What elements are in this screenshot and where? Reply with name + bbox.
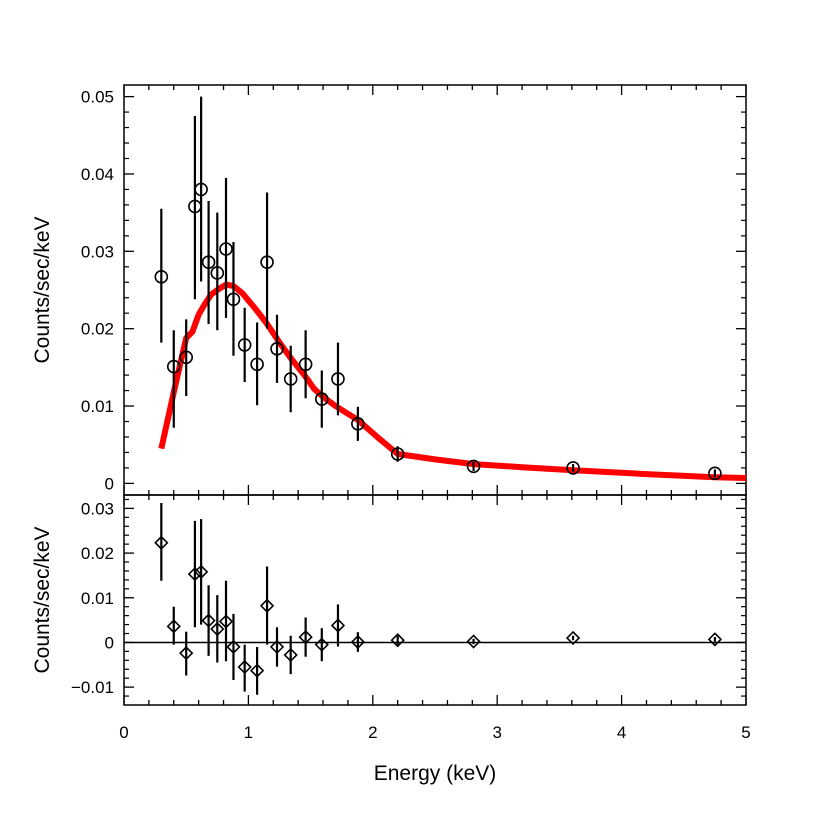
data-point-circle xyxy=(390,447,405,461)
residual-point-diamond xyxy=(210,621,225,637)
y-tick-label: 0.04 xyxy=(81,165,114,184)
residual-point-diamond xyxy=(314,637,329,652)
data-point-circle xyxy=(210,266,225,280)
data-point-circle xyxy=(237,338,252,352)
data-point-circle xyxy=(314,392,329,406)
residual-point-diamond xyxy=(226,639,241,655)
data-point-circle xyxy=(201,255,216,269)
data-point-circle xyxy=(260,255,274,269)
x-tick-label: 0 xyxy=(119,723,128,742)
top-panel: 0 0.01 0.02 0.03 0.04 0.05 Counts/sec/keV xyxy=(31,84,747,496)
x-tick-label: 2 xyxy=(368,723,377,742)
residual-point-diamond xyxy=(154,535,169,550)
bottom-panel: −0.01 0 0.01 0.02 0.03 0 1 2 3 4 5 Counts/sec/keV… xyxy=(31,494,751,785)
data-point-circle xyxy=(270,341,284,356)
data-point-circle xyxy=(226,292,241,307)
model-curve-layer xyxy=(158,281,747,481)
data-point-circle xyxy=(466,459,481,474)
x-axis-title: Energy (keV) xyxy=(374,762,497,785)
data-point-circle xyxy=(166,359,181,374)
residual-point-diamond xyxy=(259,598,275,613)
residual-point-diamond xyxy=(179,646,194,661)
x-tick-label: 5 xyxy=(741,723,750,742)
x-tick-label: 1 xyxy=(244,723,253,742)
residual-point-diamond xyxy=(350,634,366,650)
residual-point-diamond xyxy=(193,564,209,579)
residual-point-diamond xyxy=(466,634,481,649)
bottom-y-axis-title: Counts/sec/keV xyxy=(31,526,54,673)
y-tick-label: −0.01 xyxy=(71,678,114,697)
data-point-circle xyxy=(219,242,233,256)
residual-point-diamond xyxy=(201,613,216,628)
residual-point-diamond xyxy=(187,566,203,582)
data-point-circle xyxy=(331,372,345,386)
y-tick-label: 0.02 xyxy=(81,544,114,563)
data-point-circle xyxy=(250,357,264,372)
y-tick-label: 0.01 xyxy=(81,397,114,416)
x-tick-label: 4 xyxy=(617,723,626,742)
bottom-panel-ticks xyxy=(123,495,747,705)
residual-point-diamond xyxy=(298,629,313,645)
x-tick-label: 3 xyxy=(492,723,501,742)
residual-point-diamond xyxy=(390,633,405,648)
model-curve xyxy=(158,281,747,481)
bottom-y-tick-labels: −0.01 0 0.01 0.02 0.03 xyxy=(71,499,114,697)
x-tick-labels: 0 1 2 3 4 5 xyxy=(119,723,750,742)
top-y-axis-title: Counts/sec/keV xyxy=(31,216,54,363)
y-tick-label: 0.03 xyxy=(81,499,114,518)
y-tick-label: 0.02 xyxy=(81,320,114,339)
residual-data-points xyxy=(154,503,723,695)
bottom-panel-frame xyxy=(123,494,747,706)
y-tick-label: 0.05 xyxy=(81,88,114,107)
residual-point-diamond xyxy=(565,630,581,646)
residual-point-diamond xyxy=(166,619,181,634)
data-point-circle xyxy=(566,461,580,475)
data-point-circle xyxy=(179,350,193,365)
residual-point-diamond xyxy=(269,639,285,655)
residual-point-diamond xyxy=(330,618,346,633)
y-tick-label: 0.01 xyxy=(81,589,114,608)
data-point-circle xyxy=(194,182,208,197)
residual-point-diamond xyxy=(283,647,298,663)
top-y-tick-labels: 0 0.01 0.02 0.03 0.04 0.05 xyxy=(81,88,114,494)
residual-point-diamond xyxy=(249,663,265,678)
y-tick-label: 0.03 xyxy=(81,242,114,261)
y-tick-label: 0 xyxy=(105,633,114,652)
y-tick-label: 0 xyxy=(105,474,114,493)
residual-point-diamond xyxy=(218,614,234,629)
data-point-circle xyxy=(283,372,298,386)
top-panel-ticks xyxy=(123,85,747,495)
residual-point-diamond xyxy=(707,632,723,647)
data-point-circle xyxy=(351,417,365,431)
data-point-circle xyxy=(708,466,722,481)
data-point-circle xyxy=(298,357,313,372)
data-point-circle xyxy=(154,270,169,284)
residual-point-diamond xyxy=(237,659,252,675)
top-data-points xyxy=(154,96,722,481)
